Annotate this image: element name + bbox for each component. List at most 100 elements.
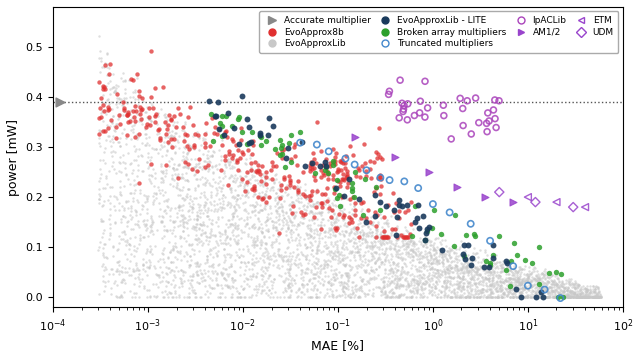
Point: [482, 288, 492, 294]
Point: [162, 227, 172, 233]
Point: [580, 286, 590, 292]
Point: [306, 192, 316, 197]
Point: [180, 145, 191, 150]
Point: [186, 273, 196, 279]
Point: [319, 294, 329, 300]
Point: [280, 270, 290, 276]
Point: [106, 117, 116, 122]
Point: [329, 210, 339, 216]
Point: [149, 190, 159, 196]
Point: [142, 159, 152, 165]
Point: [390, 282, 401, 288]
Point: [250, 244, 260, 250]
Point: [305, 195, 316, 200]
Point: [306, 269, 316, 275]
Point: [486, 283, 496, 289]
Point: [509, 283, 520, 289]
Point: [491, 286, 501, 292]
Point: [232, 201, 242, 207]
Point: [437, 268, 447, 274]
Point: [238, 151, 248, 157]
Point: [573, 283, 583, 288]
Point: [241, 192, 251, 197]
Point: [344, 197, 354, 202]
Point: [311, 255, 321, 261]
Point: [526, 294, 536, 300]
Point: [300, 241, 310, 247]
Point: [577, 294, 588, 300]
Point: [513, 278, 523, 284]
Point: [338, 257, 348, 263]
Point: [185, 262, 195, 268]
Point: [367, 222, 377, 227]
Point: [475, 294, 485, 300]
Point: [368, 222, 378, 228]
Point: [127, 198, 138, 204]
Point: [573, 294, 584, 300]
Point: [212, 253, 222, 259]
Point: [535, 284, 545, 290]
Point: [509, 263, 519, 269]
Point: [372, 232, 382, 238]
Point: [202, 148, 212, 154]
Point: [565, 294, 575, 300]
Point: [417, 274, 427, 279]
Point: [361, 267, 371, 272]
Point: [561, 293, 572, 299]
Point: [536, 280, 547, 285]
Point: [108, 132, 118, 138]
Point: [572, 285, 582, 291]
Point: [256, 221, 266, 227]
Point: [111, 135, 121, 141]
Point: [406, 237, 416, 243]
Point: [501, 271, 511, 277]
Point: [587, 293, 597, 299]
Point: [303, 225, 313, 230]
Point: [346, 216, 356, 222]
Point: [488, 284, 498, 290]
Point: [131, 208, 141, 214]
Point: [95, 58, 106, 64]
Point: [550, 294, 560, 300]
Point: [335, 259, 345, 265]
Point: [216, 290, 227, 296]
Point: [218, 252, 228, 258]
Point: [156, 180, 166, 185]
Point: [102, 122, 113, 128]
Point: [540, 287, 550, 293]
Point: [526, 278, 536, 284]
Point: [99, 241, 109, 247]
Point: [483, 266, 493, 271]
Point: [433, 258, 444, 264]
Point: [198, 137, 208, 143]
Point: [253, 283, 264, 288]
Point: [97, 108, 107, 114]
Point: [220, 162, 230, 168]
Point: [93, 140, 104, 146]
Point: [236, 272, 246, 278]
Point: [424, 266, 435, 272]
Point: [157, 187, 167, 193]
Point: [296, 220, 307, 225]
Point: [460, 294, 470, 299]
Point: [292, 183, 302, 189]
Point: [181, 155, 191, 160]
Point: [566, 293, 577, 299]
Point: [430, 283, 440, 289]
Point: [258, 257, 268, 263]
Point: [100, 266, 111, 271]
Point: [209, 149, 219, 155]
Point: [145, 293, 155, 299]
Point: [108, 280, 118, 285]
Point: [316, 222, 326, 228]
Point: [404, 287, 415, 293]
Point: [280, 288, 291, 293]
Point: [579, 294, 589, 300]
Point: [552, 294, 562, 300]
Point: [111, 282, 122, 288]
Point: [277, 155, 287, 160]
Point: [295, 219, 305, 225]
Point: [502, 278, 513, 284]
Point: [296, 199, 306, 205]
Point: [218, 192, 228, 198]
